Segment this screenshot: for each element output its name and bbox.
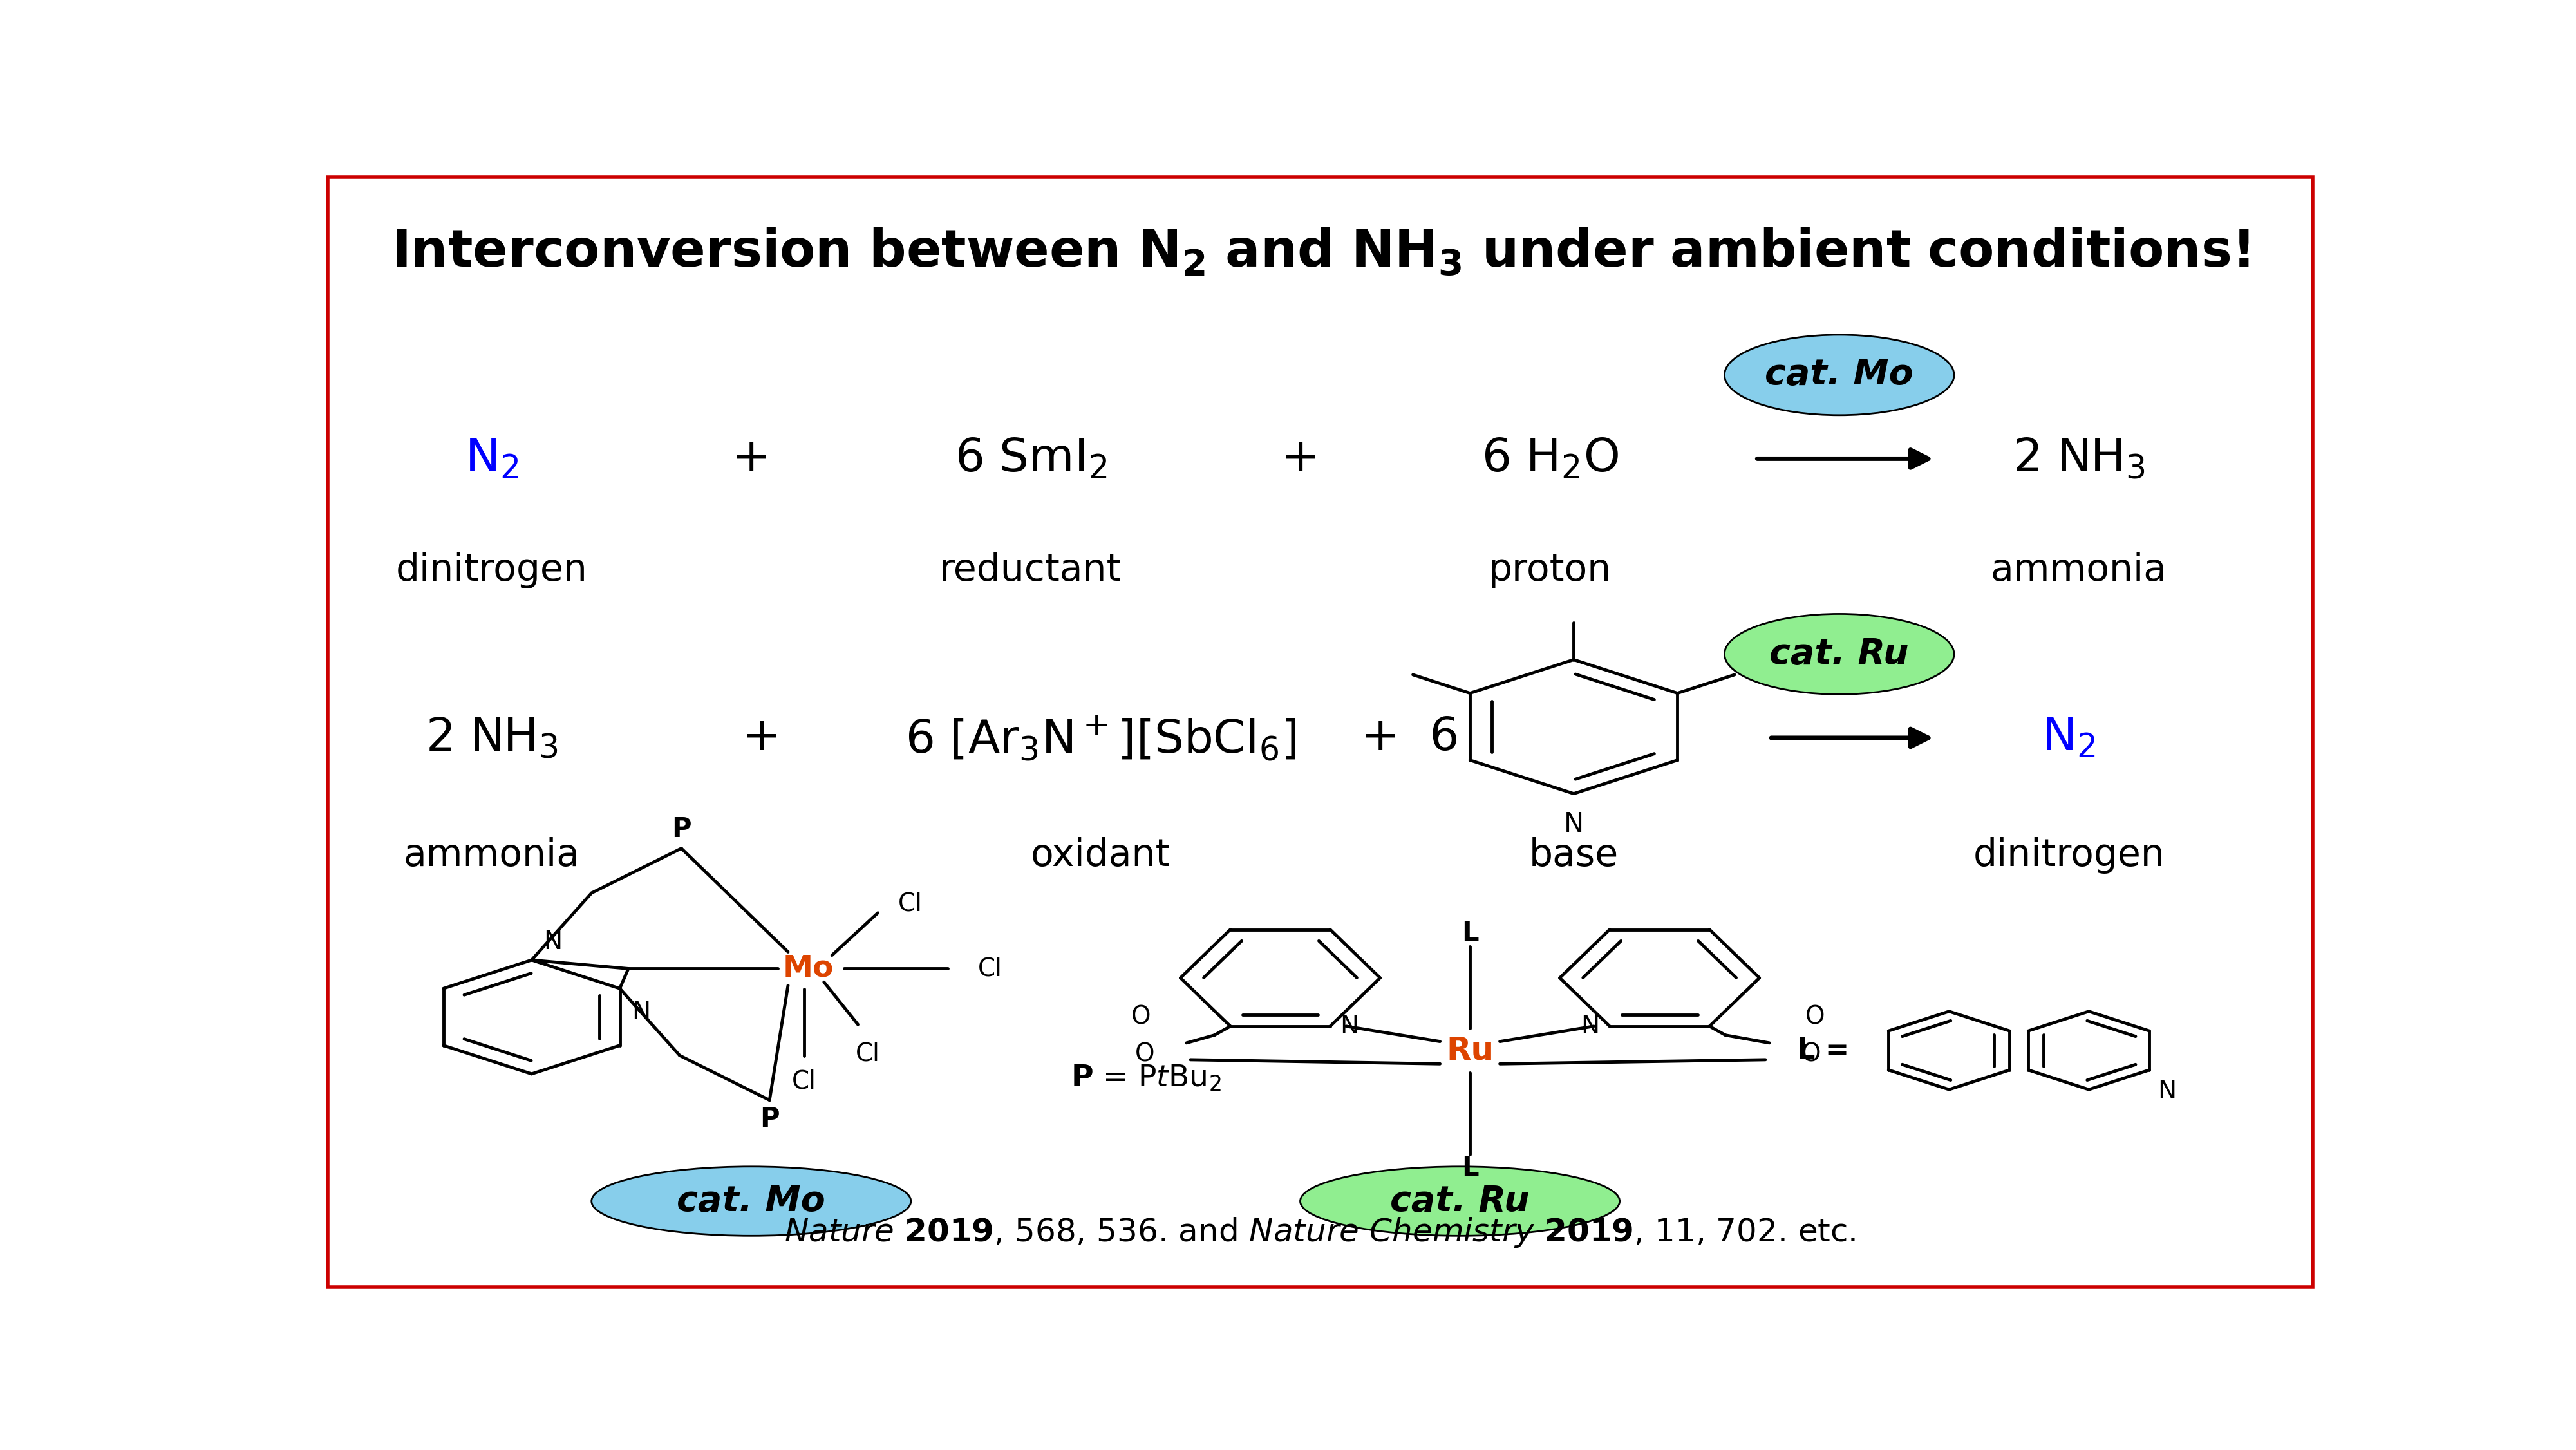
Text: $\mathit{Nature}$ $\mathbf{2019}$, $\mathit{568}$, 536. and $\mathit{Nature\ Che: $\mathit{Nature}$ $\mathbf{2019}$, $\mat…	[786, 1215, 1855, 1250]
Text: base: base	[1530, 837, 1618, 873]
Text: cat. Mo: cat. Mo	[677, 1183, 824, 1218]
Text: 6 SmI$_2$: 6 SmI$_2$	[956, 436, 1108, 481]
Text: cat. Mo: cat. Mo	[1765, 358, 1914, 393]
Text: N: N	[2156, 1079, 2177, 1103]
Text: Cl: Cl	[855, 1041, 881, 1066]
Text: N$_2$: N$_2$	[464, 436, 518, 481]
Text: N: N	[1582, 1014, 1600, 1038]
Text: dinitrogen: dinitrogen	[397, 552, 587, 589]
Text: P: P	[760, 1106, 781, 1132]
Text: $\mathbf{P}$ = P$t$Bu$_2$: $\mathbf{P}$ = P$t$Bu$_2$	[1072, 1064, 1221, 1093]
Ellipse shape	[1301, 1167, 1620, 1235]
Ellipse shape	[1723, 335, 1955, 415]
Text: P: P	[672, 816, 690, 842]
Text: Cl: Cl	[899, 892, 922, 916]
Text: dinitrogen: dinitrogen	[1973, 837, 2164, 873]
Text: O: O	[1136, 1043, 1154, 1066]
Text: cat. Ru: cat. Ru	[1770, 637, 1909, 671]
Text: +: +	[732, 436, 770, 481]
Text: L =: L =	[1798, 1037, 1850, 1064]
Text: 2 NH$_3$: 2 NH$_3$	[2012, 436, 2146, 481]
Text: N: N	[544, 929, 562, 954]
Ellipse shape	[1723, 613, 1955, 695]
Ellipse shape	[592, 1167, 912, 1235]
Text: Cl: Cl	[791, 1069, 817, 1093]
Text: ammonia: ammonia	[1991, 552, 2166, 589]
Text: O: O	[1806, 1005, 1824, 1030]
Text: +: +	[1280, 436, 1319, 481]
Text: 2 NH$_3$: 2 NH$_3$	[425, 716, 559, 760]
Text: N: N	[1564, 811, 1584, 838]
Text: +: +	[742, 716, 781, 760]
Text: Cl: Cl	[979, 957, 1002, 980]
Text: +  6: + 6	[1360, 716, 1458, 760]
Text: N: N	[1340, 1014, 1360, 1038]
Text: N: N	[631, 999, 652, 1024]
Text: oxidant: oxidant	[1030, 837, 1170, 873]
Text: 6 [Ar$_3$N$^+$][SbCl$_6$]: 6 [Ar$_3$N$^+$][SbCl$_6$]	[904, 713, 1296, 763]
Text: reductant: reductant	[940, 552, 1123, 589]
Text: cat. Ru: cat. Ru	[1391, 1183, 1530, 1218]
Text: ammonia: ammonia	[404, 837, 580, 873]
Text: $\mathbf{Interconversion\ between\ N_2\ and\ NH_3\ under\ ambient\ conditions!}$: $\mathbf{Interconversion\ between\ N_2\ …	[392, 226, 2249, 278]
Text: proton: proton	[1489, 552, 1613, 589]
Text: 6 H$_2$O: 6 H$_2$O	[1481, 436, 1618, 481]
Text: Mo: Mo	[783, 954, 835, 983]
Text: O: O	[1131, 1005, 1151, 1030]
Text: N$_2$: N$_2$	[2043, 716, 2097, 760]
Text: Ru: Ru	[1445, 1035, 1494, 1066]
Text: O: O	[1801, 1043, 1821, 1066]
Text: L: L	[1461, 1154, 1479, 1182]
Text: L: L	[1461, 919, 1479, 947]
